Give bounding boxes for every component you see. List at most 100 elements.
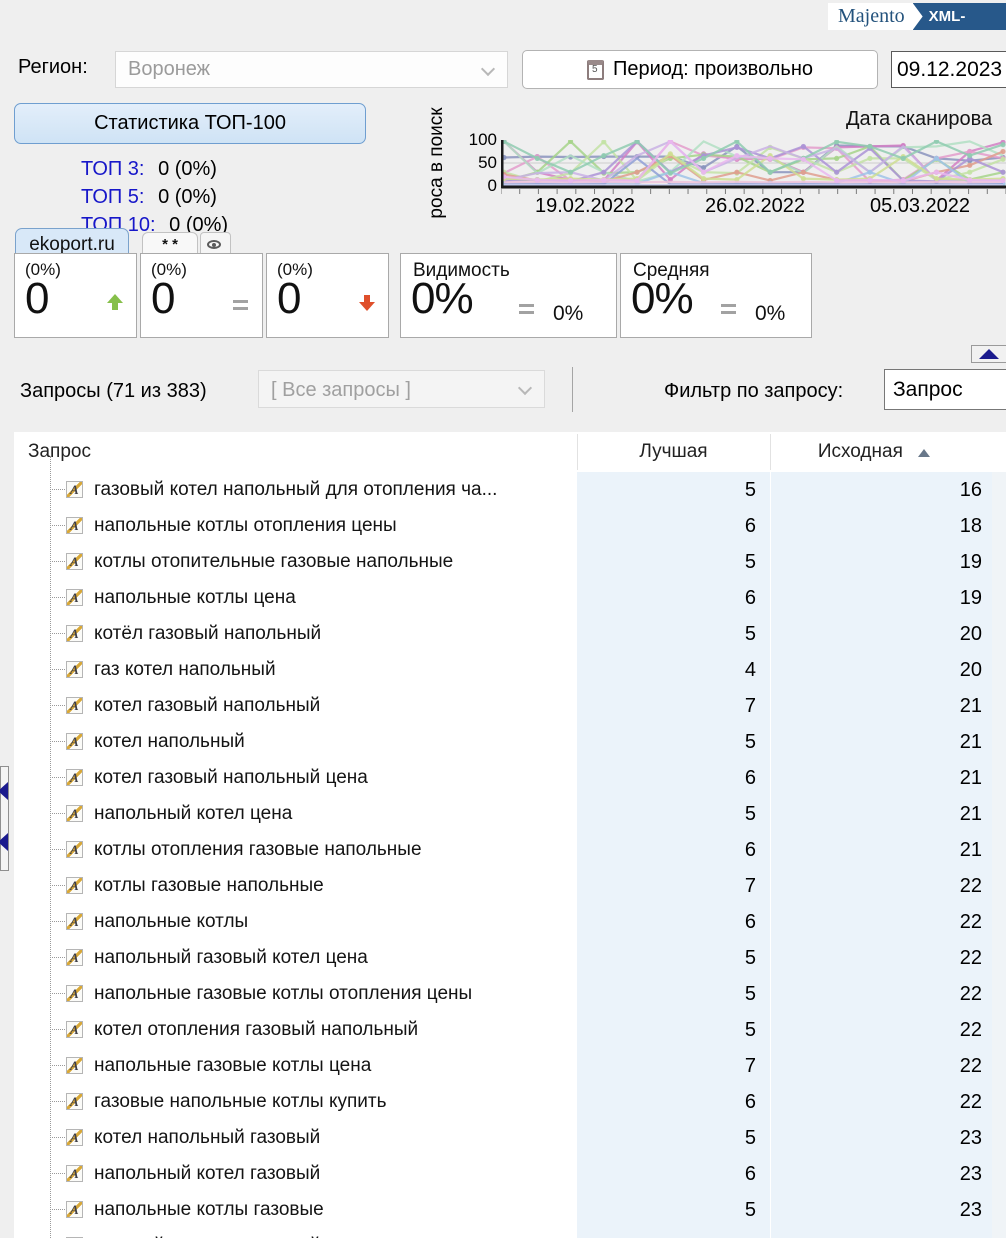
- query-cell: напольные газовые котлы отопления цены: [94, 983, 473, 1004]
- tree-connector: [50, 849, 67, 850]
- card-improved-percent: (0%): [25, 260, 61, 279]
- column-header-initial[interactable]: Исходная: [770, 432, 978, 472]
- row-right-pad: [992, 688, 1006, 724]
- table-header: Запрос Лучшая Исходная: [14, 432, 1006, 472]
- top5-line: ТОП 5: 0 (0%): [81, 186, 217, 209]
- table-row[interactable]: напольный котел цена 5 21: [14, 796, 1006, 832]
- table-row[interactable]: котлы газовые напольные 7 22: [14, 868, 1006, 904]
- period-button[interactable]: Период: произвольно: [522, 50, 878, 89]
- table-row[interactable]: напольные котлы цена 6 19: [14, 580, 1006, 616]
- query-type-icon: [66, 1201, 83, 1218]
- triangle-left-icon: [0, 782, 8, 800]
- table-row[interactable]: газовые напольные котлы купить 6 22: [14, 1084, 1006, 1120]
- table-row[interactable]: котел напольный газовый 5 23: [14, 1120, 1006, 1156]
- card-improved: (0%) 0: [14, 253, 137, 338]
- top100-stats-button[interactable]: Статистика ТОП-100: [14, 103, 366, 144]
- query-cell: котлы отопительные газовые напольные: [94, 551, 454, 572]
- best-cell: 5: [577, 1012, 770, 1048]
- row-right-pad: [992, 976, 1006, 1012]
- table-row[interactable]: напольные котлы отопления цены 6 18: [14, 508, 1006, 544]
- query-cell: газ котел напольный: [94, 659, 276, 680]
- table-row[interactable]: напольные котлы газовые 5 23: [14, 1192, 1006, 1228]
- table-row[interactable]: котел газовый напольный 7 21: [14, 688, 1006, 724]
- table-row[interactable]: котлы отопления газовые напольные 6 21: [14, 832, 1006, 868]
- tree-connector: [50, 957, 67, 958]
- equals-icon: [519, 304, 534, 314]
- column-header-initial-label: Исходная: [817, 441, 903, 462]
- xtick-1: 19.02.2022: [534, 195, 636, 217]
- query-type-icon: [66, 697, 83, 714]
- query-cell: котел напольный: [94, 731, 245, 752]
- query-cell: напольный котел цена: [94, 803, 293, 824]
- initial-cell: 18: [770, 508, 992, 544]
- best-cell: 5: [577, 796, 770, 832]
- ytick-50: 50: [478, 153, 497, 172]
- query-type-icon: [66, 553, 83, 570]
- row-right-pad: [992, 1228, 1006, 1238]
- table-row[interactable]: котел газовый напольный цена 6 21: [14, 760, 1006, 796]
- initial-cell: 22: [770, 1048, 992, 1084]
- best-cell: 5: [577, 616, 770, 652]
- top3-value: 0 (0%): [158, 158, 217, 180]
- query-cell: котлы газовые напольные: [94, 875, 324, 896]
- xml-limits-badge[interactable]: XML-лимиты: [912, 3, 1006, 30]
- initial-cell: 20: [770, 616, 992, 652]
- query-cell: напольные газовые котлы цена: [94, 1055, 372, 1076]
- table-row[interactable]: котел отопления газовый напольный 5 22: [14, 1012, 1006, 1048]
- query-filter-input[interactable]: [884, 369, 1006, 410]
- table-row[interactable]: напольные газовые котлы отопления цены 5…: [14, 976, 1006, 1012]
- best-cell: 7: [577, 1048, 770, 1084]
- query-cell: котел газовый напольный: [94, 695, 321, 716]
- top5-label: ТОП 5:: [81, 186, 145, 208]
- row-right-pad: [992, 796, 1006, 832]
- card-visibility-delta: 0%: [553, 302, 584, 325]
- table-row[interactable]: газовый котел напольный для отопления ча…: [14, 472, 1006, 508]
- table-row[interactable]: газовый котел напольный 6 23: [14, 1228, 1006, 1238]
- query-cell: газовый котел напольный: [94, 1228, 320, 1238]
- card-improved-value: 0: [25, 274, 50, 323]
- best-cell: 7: [577, 868, 770, 904]
- best-cell: 6: [577, 1156, 770, 1192]
- column-header-best[interactable]: Лучшая: [639, 441, 708, 462]
- best-cell: 5: [577, 1120, 770, 1156]
- table-row[interactable]: напольный котел газовый 6 23: [14, 1156, 1006, 1192]
- query-type-icon: [66, 1021, 83, 1038]
- column-header-query[interactable]: Запрос: [28, 441, 91, 462]
- tree-connector: [50, 813, 67, 814]
- query-type-icon: [66, 985, 83, 1002]
- top3-line: ТОП 3: 0 (0%): [81, 158, 217, 181]
- best-cell: 6: [577, 832, 770, 868]
- query-type-icon: [66, 1165, 83, 1182]
- card-average-value: 0%: [631, 274, 694, 323]
- tree-connector: [50, 921, 67, 922]
- query-group-select[interactable]: [ Все запросы ]: [258, 370, 545, 408]
- collapse-panel-button[interactable]: [971, 345, 1006, 363]
- table-row[interactable]: напольные котлы 6 22: [14, 904, 1006, 940]
- query-type-icon: [66, 481, 83, 498]
- chevron-down-icon: [480, 61, 496, 77]
- scan-date-input[interactable]: [891, 51, 1006, 88]
- eye-icon: [207, 240, 221, 249]
- query-cell: котел газовый напольный цена: [94, 767, 368, 788]
- left-splitter-handle[interactable]: [0, 766, 9, 871]
- table-row[interactable]: газ котел напольный 4 20: [14, 652, 1006, 688]
- sort-ascending-icon: [918, 449, 931, 457]
- table-row[interactable]: напольные газовые котлы цена 7 22: [14, 1048, 1006, 1084]
- query-type-icon: [66, 1093, 83, 1110]
- row-right-pad: [992, 616, 1006, 652]
- region-value: Воронеж: [128, 58, 211, 80]
- table-body: газовый котел напольный для отопления ча…: [14, 472, 1006, 1238]
- table-row[interactable]: напольный газовый котел цена 5 22: [14, 940, 1006, 976]
- queries-count-label: Запросы (71 из 383): [20, 380, 207, 402]
- query-cell: котлы отопления газовые напольные: [94, 839, 422, 860]
- table-row[interactable]: котлы отопительные газовые напольные 5 1…: [14, 544, 1006, 580]
- card-visibility: Видимость 0% 0%: [400, 253, 617, 338]
- region-select[interactable]: Воронеж: [115, 51, 508, 88]
- arrow-down-icon: [359, 294, 375, 311]
- table-row[interactable]: котел напольный 5 21: [14, 724, 1006, 760]
- initial-cell: 23: [770, 1120, 992, 1156]
- column-separator: [577, 434, 578, 470]
- table-row[interactable]: котёл газовый напольный 5 20: [14, 616, 1006, 652]
- xtick-3: 05.03.2022: [869, 195, 971, 217]
- query-type-icon: [66, 769, 83, 786]
